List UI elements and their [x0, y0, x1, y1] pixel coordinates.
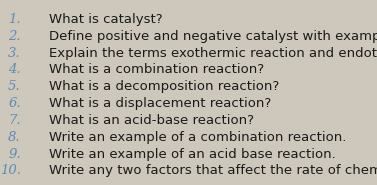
Text: 9.: 9. — [8, 148, 21, 161]
Text: 3.: 3. — [8, 47, 21, 60]
Text: What is catalyst?: What is catalyst? — [49, 13, 162, 26]
Text: 7.: 7. — [8, 114, 21, 127]
Text: What is a displacement reaction?: What is a displacement reaction? — [49, 97, 271, 110]
Text: What is an acid-base reaction?: What is an acid-base reaction? — [49, 114, 254, 127]
Text: Write any two factors that affect the rate of chemical reaction.: Write any two factors that affect the ra… — [49, 164, 377, 177]
Text: Explain the terms exothermic reaction and endothermic reaction.: Explain the terms exothermic reaction an… — [49, 47, 377, 60]
Text: 4.: 4. — [8, 63, 21, 76]
Text: Define positive and negative catalyst with examples.: Define positive and negative catalyst wi… — [49, 30, 377, 43]
Text: Write an example of a combination reaction.: Write an example of a combination reacti… — [49, 131, 346, 144]
Text: 2.: 2. — [8, 30, 21, 43]
Text: 5.: 5. — [8, 80, 21, 93]
Text: 10.: 10. — [0, 164, 21, 177]
Text: 6.: 6. — [8, 97, 21, 110]
Text: What is a combination reaction?: What is a combination reaction? — [49, 63, 264, 76]
Text: Write an example of an acid base reaction.: Write an example of an acid base reactio… — [49, 148, 336, 161]
Text: 1.: 1. — [8, 13, 21, 26]
Text: 8.: 8. — [8, 131, 21, 144]
Text: What is a decomposition reaction?: What is a decomposition reaction? — [49, 80, 279, 93]
